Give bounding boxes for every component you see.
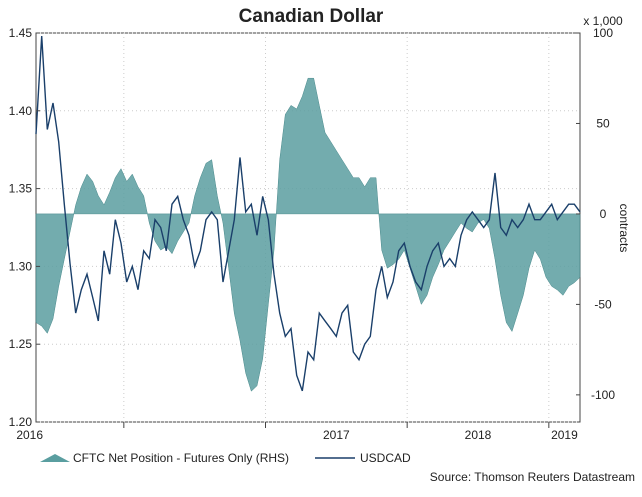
legend: CFTC Net Position - Futures Only (RHS) U… [40,451,411,465]
chart-title: Canadian Dollar [239,6,384,27]
left-tick-label: 1.40 [9,104,33,118]
right-tick-label: 100 [593,26,613,40]
area-layer [35,77,581,392]
legend-area-label: CFTC Net Position - Futures Only (RHS) [73,451,289,465]
source-note: Source: Thomson Reuters Datastream [430,470,635,484]
legend-line-label: USDCAD [360,451,411,465]
right-axis: -100 -50 0 50 100 [576,26,615,402]
x-axis: 2016 2017 2018 2019 [16,422,578,442]
left-tick-label: 1.20 [9,415,33,429]
left-tick-label: 1.45 [9,26,33,40]
x-tick-label: 2018 [465,428,492,442]
line-layer [35,36,581,392]
usdcad-line [35,36,581,392]
left-tick-label: 1.25 [9,337,33,351]
cftc-net-position-area [35,77,581,392]
x-tick-label: 2017 [323,428,350,442]
x-tick-label: 2016 [16,428,43,442]
right-tick-label: -100 [591,388,615,402]
right-axis-unit-label: x 1,000 [583,14,623,28]
legend-area-swatch [40,454,70,462]
left-axis: 1.20 1.25 1.30 1.35 1.40 1.45 [9,26,40,429]
right-tick-label: -50 [594,297,612,311]
left-tick-label: 1.35 [9,182,33,196]
right-tick-label: 50 [596,116,610,130]
x-tick-label: 2019 [551,428,578,442]
right-tick-label: 0 [600,207,607,221]
left-tick-label: 1.30 [9,259,33,273]
right-axis-title: contracts [617,204,631,253]
